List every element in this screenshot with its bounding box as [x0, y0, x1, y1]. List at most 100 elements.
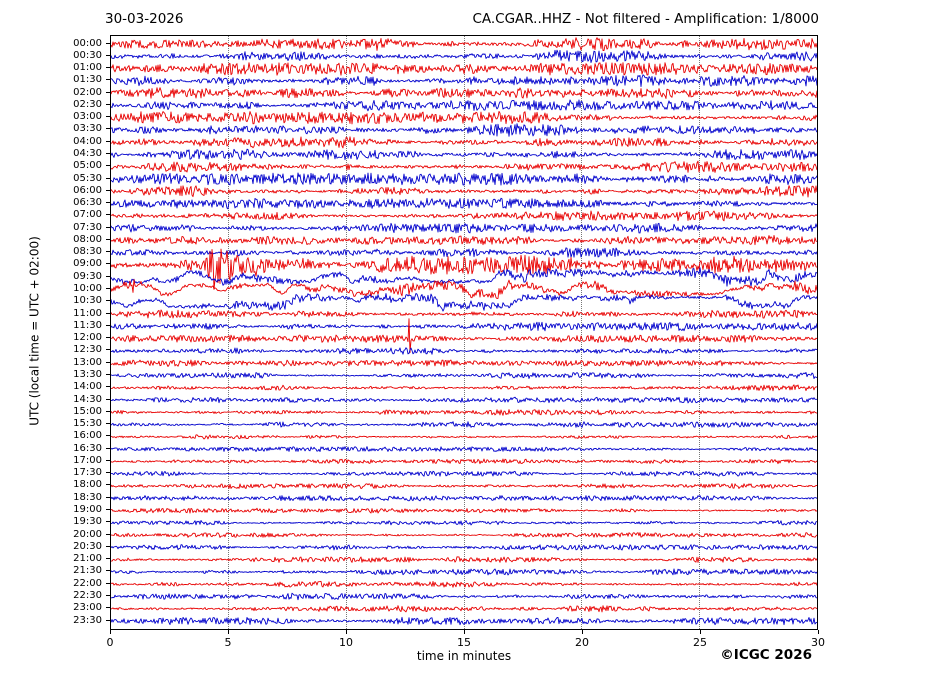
- plot-area: [110, 35, 818, 630]
- y-tick: [106, 459, 110, 461]
- row-label: 07:00: [73, 209, 102, 221]
- y-tick: [106, 238, 110, 240]
- row-label: 02:30: [73, 98, 102, 110]
- row-label: 12:00: [73, 332, 102, 344]
- row-label: 15:30: [73, 418, 102, 430]
- row-label: 13:30: [73, 368, 102, 380]
- row-label: 14:30: [73, 393, 102, 405]
- row-label: 21:00: [73, 553, 102, 565]
- row-label: 17:00: [73, 454, 102, 466]
- y-tick: [106, 214, 110, 216]
- y-tick: [106, 521, 110, 523]
- y-tick: [106, 607, 110, 609]
- y-tick: [106, 165, 110, 167]
- y-tick: [106, 410, 110, 412]
- y-tick: [106, 619, 110, 621]
- y-tick: [106, 177, 110, 179]
- row-label: 18:30: [73, 491, 102, 503]
- x-tick: [463, 630, 465, 634]
- row-label: 23:30: [73, 614, 102, 626]
- row-label: 14:00: [73, 381, 102, 393]
- x-tick: [699, 630, 701, 634]
- row-label: 22:00: [73, 577, 102, 589]
- y-tick: [106, 472, 110, 474]
- x-tick-label: 10: [339, 636, 353, 649]
- y-tick: [106, 91, 110, 93]
- x-tick-label: 15: [457, 636, 471, 649]
- y-tick: [106, 496, 110, 498]
- x-tick-label: 5: [224, 636, 232, 649]
- y-tick: [106, 398, 110, 400]
- y-tick: [106, 312, 110, 314]
- row-label: 20:30: [73, 540, 102, 552]
- row-label: 09:00: [73, 258, 102, 270]
- row-label: 11:30: [73, 319, 102, 331]
- row-label: 00:00: [73, 37, 102, 49]
- x-tick-label: 20: [575, 636, 589, 649]
- row-label: 11:00: [73, 307, 102, 319]
- station-title: CA.CGAR..HHZ - Not filtered - Amplificat…: [472, 11, 819, 27]
- y-tick: [106, 152, 110, 154]
- y-tick: [106, 189, 110, 191]
- y-tick: [106, 128, 110, 130]
- y-tick: [106, 300, 110, 302]
- row-label: 06:00: [73, 184, 102, 196]
- row-label: 04:00: [73, 135, 102, 147]
- x-tick: [581, 630, 583, 634]
- row-label: 23:00: [73, 602, 102, 614]
- row-label: 22:30: [73, 589, 102, 601]
- y-tick: [106, 361, 110, 363]
- y-tick: [106, 582, 110, 584]
- y-tick: [106, 226, 110, 228]
- row-label: 18:00: [73, 479, 102, 491]
- y-tick: [106, 545, 110, 547]
- y-tick: [106, 202, 110, 204]
- row-label: 02:00: [73, 86, 102, 98]
- row-label: 20:00: [73, 528, 102, 540]
- y-tick: [106, 42, 110, 44]
- x-axis-label: time in minutes: [416, 649, 512, 663]
- y-tick: [106, 79, 110, 81]
- row-label: 16:30: [73, 442, 102, 454]
- y-tick: [106, 116, 110, 118]
- row-label: 12:30: [73, 344, 102, 356]
- row-label: 09:30: [73, 270, 102, 282]
- row-label: 15:00: [73, 405, 102, 417]
- x-tick: [227, 630, 229, 634]
- y-tick: [106, 533, 110, 535]
- row-label: 00:30: [73, 49, 102, 61]
- row-label: 16:00: [73, 430, 102, 442]
- y-tick: [106, 594, 110, 596]
- y-tick: [106, 447, 110, 449]
- row-label: 06:30: [73, 197, 102, 209]
- row-label: 10:00: [73, 283, 102, 295]
- y-tick: [106, 373, 110, 375]
- row-label: 10:30: [73, 295, 102, 307]
- row-label: 21:30: [73, 565, 102, 577]
- y-tick: [106, 324, 110, 326]
- y-tick: [106, 570, 110, 572]
- y-tick: [106, 349, 110, 351]
- y-tick: [106, 54, 110, 56]
- x-tick: [345, 630, 347, 634]
- row-label: 07:30: [73, 221, 102, 233]
- row-label: 17:30: [73, 467, 102, 479]
- row-label: 05:00: [73, 160, 102, 172]
- date-title: 30-03-2026: [105, 11, 184, 27]
- y-tick: [106, 386, 110, 388]
- x-tick-label: 25: [693, 636, 707, 649]
- x-tick-label: 30: [811, 636, 825, 649]
- y-tick: [106, 288, 110, 290]
- y-tick: [106, 263, 110, 265]
- row-label: 19:00: [73, 504, 102, 516]
- y-tick: [106, 67, 110, 69]
- y-tick: [106, 337, 110, 339]
- row-label: 03:00: [73, 111, 102, 123]
- row-label: 13:00: [73, 356, 102, 368]
- row-label: 01:30: [73, 74, 102, 86]
- x-tick: [109, 630, 111, 634]
- row-label: 03:30: [73, 123, 102, 135]
- y-axis-label: UTC (local time = UTC + 02:00): [27, 236, 42, 426]
- y-tick: [106, 558, 110, 560]
